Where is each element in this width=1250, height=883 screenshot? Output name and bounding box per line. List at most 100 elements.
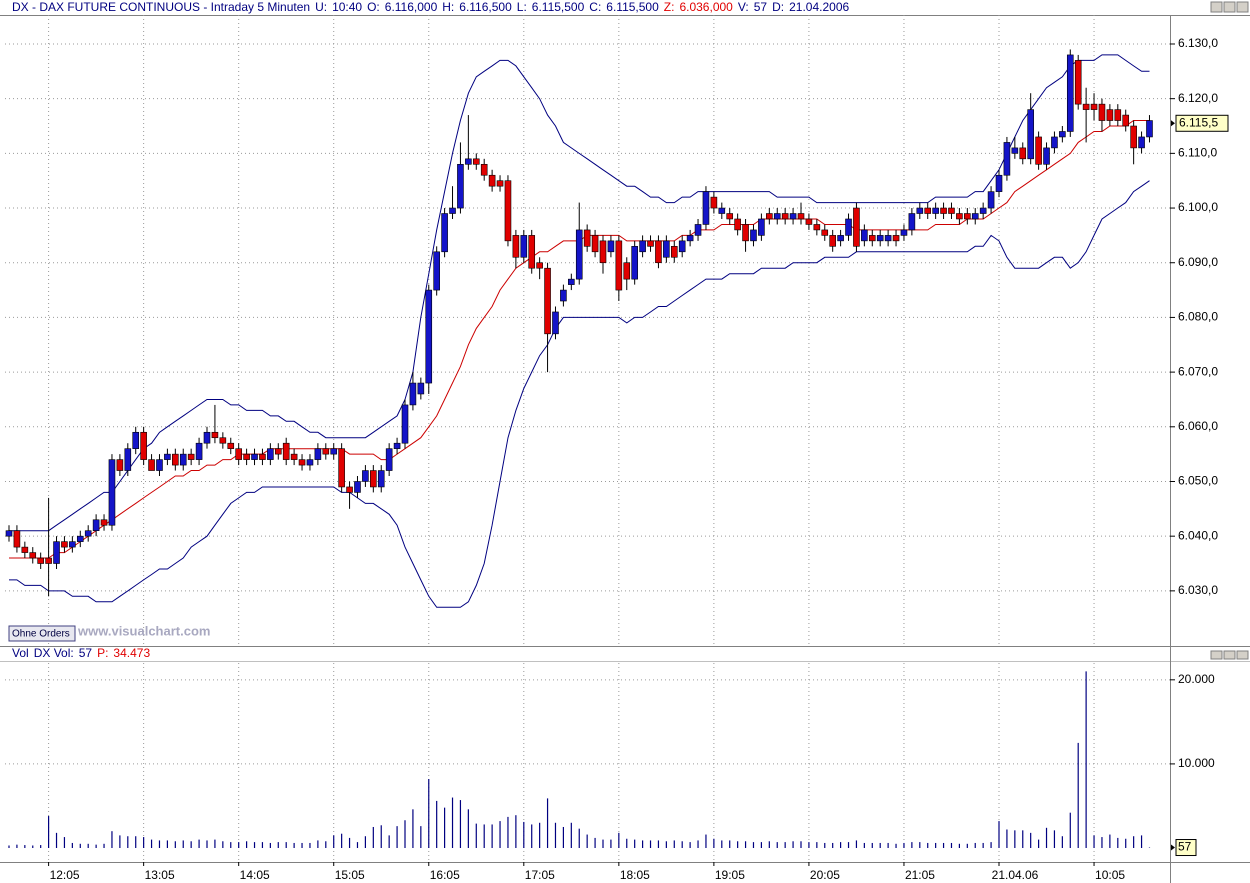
minimize-button[interactable]: [1210, 1, 1223, 13]
last-price-arrow: [1171, 120, 1175, 127]
candle-body: [100, 519, 108, 526]
candle-body: [235, 448, 242, 460]
candle-body: [441, 213, 448, 253]
candle-body: [179, 453, 187, 466]
x-tick-label: 18:05: [620, 868, 650, 882]
candle-body: [710, 196, 718, 209]
candle-body: [678, 240, 686, 253]
candle-body: [861, 229, 868, 242]
maximize-button[interactable]: [1223, 650, 1236, 660]
candle-body: [243, 453, 250, 460]
candle-body: [876, 235, 884, 242]
candle-body: [330, 448, 338, 455]
candle-body: [758, 218, 765, 236]
candle-body: [591, 235, 599, 253]
last-volume-box: [1175, 839, 1197, 857]
candle-body: [472, 158, 480, 165]
candle-body: [663, 240, 670, 258]
candle-body: [766, 213, 773, 220]
header-text: H:: [442, 0, 454, 14]
candle-body: [164, 453, 171, 460]
candle-body: [140, 431, 147, 460]
candle-body: [274, 448, 282, 455]
candle-body: [76, 535, 84, 542]
candle-body: [504, 180, 512, 242]
candle-body: [409, 382, 417, 406]
candle-body: [940, 207, 947, 214]
candle-body: [61, 541, 68, 548]
candle-body: [773, 213, 781, 220]
candle-body: [520, 235, 528, 258]
maximize-button[interactable]: [1223, 1, 1236, 13]
candle-body: [829, 235, 836, 247]
y-tick-label: 6.090,0: [1178, 255, 1218, 269]
candle-body: [354, 481, 361, 493]
candle-body: [655, 240, 662, 264]
candle-body: [932, 207, 939, 214]
candle-body: [370, 470, 377, 488]
candle-body: [1051, 136, 1058, 149]
indicator-line: [9, 54, 1150, 532]
x-tick-label: 14:05: [240, 868, 270, 882]
candle-body: [647, 240, 654, 247]
candle-body: [734, 218, 741, 231]
close-button[interactable]: [1236, 650, 1249, 660]
y-tick-label: 20.000: [1178, 672, 1215, 686]
header-text: 6.115,500: [606, 0, 659, 14]
x-tick-label: 13:05: [145, 868, 175, 882]
window-buttons: [1210, 1, 1249, 660]
candle-body: [512, 235, 520, 258]
header-text: 10:40: [332, 0, 362, 14]
header-text: DX - DAX FUTURE CONTINUOUS - Intraday 5 …: [12, 0, 310, 14]
candle-body: [568, 278, 575, 285]
candle-body: [172, 453, 179, 466]
x-tick-label: 16:05: [430, 868, 460, 882]
candle-body: [29, 552, 37, 559]
candle-body: [789, 213, 797, 220]
header-text: P:: [97, 646, 108, 660]
candle-body: [37, 557, 44, 564]
candle-body: [219, 437, 227, 444]
y-tick-label: 6.040,0: [1178, 528, 1218, 542]
candle-body: [401, 404, 409, 444]
button-label[interactable]: Ohne Orders: [12, 629, 70, 640]
candle-body: [1122, 114, 1130, 127]
candle-body: [385, 448, 393, 471]
candle-body: [884, 235, 892, 242]
header-text: U:: [315, 0, 327, 14]
candle-body: [544, 267, 551, 335]
header-text: 57: [79, 646, 93, 660]
candle-body: [13, 530, 21, 548]
candle-body: [1035, 136, 1042, 165]
header-text: 6.116,000: [385, 0, 438, 14]
y-tick-label: 6.110,0: [1178, 146, 1217, 160]
header-text: 6.036,000: [679, 0, 733, 14]
candle-body: [694, 224, 702, 236]
candle-body: [1098, 103, 1106, 121]
x-tick-label: 17:05: [525, 868, 555, 882]
candle-body: [916, 207, 924, 214]
minimize-button[interactable]: [1210, 650, 1223, 660]
last-price-label: 6.115,5: [1179, 115, 1218, 129]
candle-body: [670, 246, 678, 258]
candle-body: [623, 262, 631, 280]
header-text: 6.116,500: [459, 0, 512, 14]
candle-body: [837, 235, 844, 242]
candle-body: [971, 213, 979, 220]
candle-body: [108, 459, 116, 526]
x-tick-label: 12:05: [50, 868, 80, 882]
candle-body: [583, 229, 591, 247]
candle-body: [203, 431, 211, 444]
candle-body: [488, 174, 496, 187]
header-text: L:: [517, 0, 527, 14]
candle-body: [987, 191, 995, 209]
candle-body: [1082, 103, 1090, 110]
button-box[interactable]: [8, 625, 76, 642]
candle-body: [1106, 109, 1114, 121]
candle-body: [845, 218, 852, 236]
candle-body: [631, 246, 638, 280]
candle-body: [480, 163, 488, 176]
y-tick-label: 6.120,0: [1178, 91, 1218, 105]
close-button[interactable]: [1236, 1, 1249, 13]
candle-body: [69, 541, 76, 548]
